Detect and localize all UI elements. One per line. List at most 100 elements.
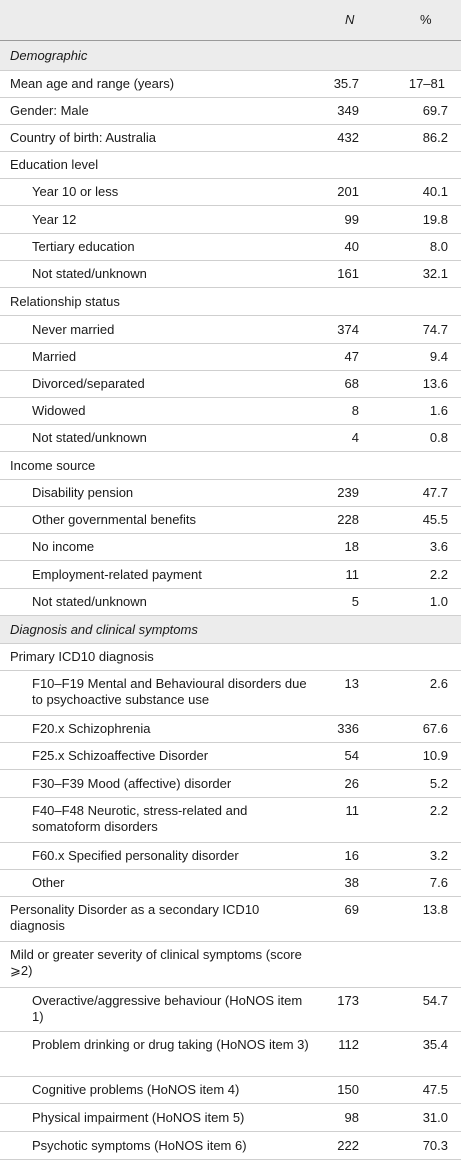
row-percent: 2.6 <box>429 676 448 691</box>
row-label: Married <box>32 349 77 364</box>
row-label: Income source <box>10 458 96 473</box>
row-n: 54 <box>344 748 359 763</box>
table-row: Disability pension 239 47.7 <box>0 480 461 507</box>
row-percent: 54.7 <box>422 993 448 1008</box>
row-label: Disability pension <box>32 485 134 500</box>
section-row: Diagnosis and clinical symptoms <box>0 616 461 644</box>
row-percent: 1.6 <box>429 403 448 418</box>
table-row: Overactive/aggressive behaviour (HoNOS i… <box>0 988 461 1032</box>
table-row: Tertiary education 40 8.0 <box>0 234 461 261</box>
row-label: Not stated/unknown <box>32 594 147 609</box>
row-percent: 19.8 <box>422 212 448 227</box>
table-row: Never married 374 74.7 <box>0 316 461 344</box>
row-label: Cognitive problems (HoNOS item 4) <box>32 1082 240 1097</box>
row-label: Tertiary education <box>32 239 135 254</box>
table-row: F30–F39 Mood (affective) disorder 26 5.2 <box>0 770 461 798</box>
row-label: Mild or greater severity of clinical sym… <box>10 947 302 978</box>
row-percent: 74.7 <box>422 322 448 337</box>
table-row: Income source <box>0 452 461 480</box>
row-n: 432 <box>337 130 359 145</box>
row-label: F40–F48 Neurotic, stress-related and som… <box>32 803 248 834</box>
table-row: Not stated/unknown 4 0.8 <box>0 425 461 452</box>
row-n: 112 <box>338 1037 359 1052</box>
row-label: Not stated/unknown <box>32 266 147 281</box>
row-percent: 3.2 <box>429 848 448 863</box>
row-n: 98 <box>344 1110 359 1125</box>
row-label: Education level <box>10 157 99 172</box>
row-n: 16 <box>344 848 359 863</box>
row-percent: 2.2 <box>429 567 448 582</box>
table-row: Relationship status <box>0 288 461 316</box>
table-row: Problem drinking or drug taking (HoNOS i… <box>0 1032 461 1077</box>
row-n: 349 <box>337 103 359 118</box>
row-label: F30–F39 Mood (affective) disorder <box>32 776 232 791</box>
row-label: Employment-related payment <box>32 567 202 582</box>
row-label: Gender: Male <box>10 103 89 118</box>
table-row: Other governmental benefits 228 45.5 <box>0 507 461 534</box>
row-n: 222 <box>337 1138 359 1153</box>
row-percent: 70.3 <box>422 1138 448 1153</box>
row-label: Divorced/separated <box>32 376 145 391</box>
section-row: Demographic <box>0 41 461 71</box>
table-row: Not stated/unknown 161 32.1 <box>0 261 461 288</box>
row-percent: 47.5 <box>422 1082 448 1097</box>
row-n: 374 <box>337 322 359 337</box>
row-label: F25.x Schizoaffective Disorder <box>32 748 209 763</box>
header-n: N <box>345 12 355 27</box>
row-percent: 47.7 <box>422 485 448 500</box>
table-row: Gender: Male 349 69.7 <box>0 98 461 125</box>
row-n: 11 <box>345 567 360 582</box>
row-percent: 1.0 <box>429 594 448 609</box>
row-label: Never married <box>32 322 115 337</box>
row-percent: 2.2 <box>429 803 448 818</box>
row-label: Mean age and range (years) <box>10 76 175 91</box>
row-label: Not stated/unknown <box>32 430 147 445</box>
table-row: Other 38 7.6 <box>0 870 461 897</box>
row-n: 8 <box>351 403 359 418</box>
row-n: 228 <box>337 512 359 527</box>
row-percent: 13.8 <box>422 902 448 917</box>
table-body: Demographic Mean age and range (years) 35.… <box>0 41 461 1160</box>
table-row: Year 12 99 19.8 <box>0 206 461 234</box>
row-percent: 3.6 <box>429 539 448 554</box>
row-percent: 32.1 <box>422 266 448 281</box>
row-n: 11 <box>345 803 360 818</box>
row-percent: 9.4 <box>429 349 448 364</box>
table-row: Year 10 or less 201 40.1 <box>0 179 461 206</box>
row-n: 40 <box>344 239 359 254</box>
row-percent: 69.7 <box>422 103 448 118</box>
row-n: 5 <box>351 594 359 609</box>
row-n: 239 <box>337 485 359 500</box>
table-row: Married 47 9.4 <box>0 344 461 371</box>
table-header: N % <box>0 0 461 41</box>
row-percent: 10.9 <box>422 748 448 763</box>
row-n: 18 <box>344 539 359 554</box>
table-row: Divorced/separated 68 13.6 <box>0 371 461 398</box>
row-n: 336 <box>337 721 359 736</box>
table-row: Widowed 8 1.6 <box>0 398 461 425</box>
table-row: F10–F19 Mental and Behavioural disorders… <box>0 671 461 716</box>
row-label: Other <box>32 875 65 890</box>
row-percent: 40.1 <box>422 184 448 199</box>
row-percent: 7.6 <box>429 875 448 890</box>
table-row: Employment-related payment 11 2.2 <box>0 561 461 589</box>
row-percent: 5.2 <box>429 776 448 791</box>
row-n: 26 <box>344 776 359 791</box>
row-n: 161 <box>337 266 359 281</box>
table-row: Personality Disorder as a secondary ICD1… <box>0 897 461 942</box>
row-n: 68 <box>344 376 359 391</box>
row-n: 201 <box>337 184 359 199</box>
table-row: Mild or greater severity of clinical sym… <box>0 942 461 988</box>
table-row: Physical impairment (HoNOS item 5) 98 31.0 <box>0 1104 461 1132</box>
table-row: F40–F48 Neurotic, stress-related and som… <box>0 798 461 843</box>
table-row: Mean age and range (years) 35.7 17–81 <box>0 71 461 98</box>
row-percent: 45.5 <box>422 512 448 527</box>
row-label: Problem drinking or drug taking (HoNOS i… <box>32 1037 309 1052</box>
row-n: 173 <box>337 993 359 1008</box>
row-label: Other governmental benefits <box>32 512 197 527</box>
row-label: F60.x Specified personality disorder <box>32 848 239 863</box>
row-n: 4 <box>351 430 359 445</box>
table-row: F25.x Schizoaffective Disorder 54 10.9 <box>0 743 461 770</box>
row-n: 150 <box>337 1082 359 1097</box>
